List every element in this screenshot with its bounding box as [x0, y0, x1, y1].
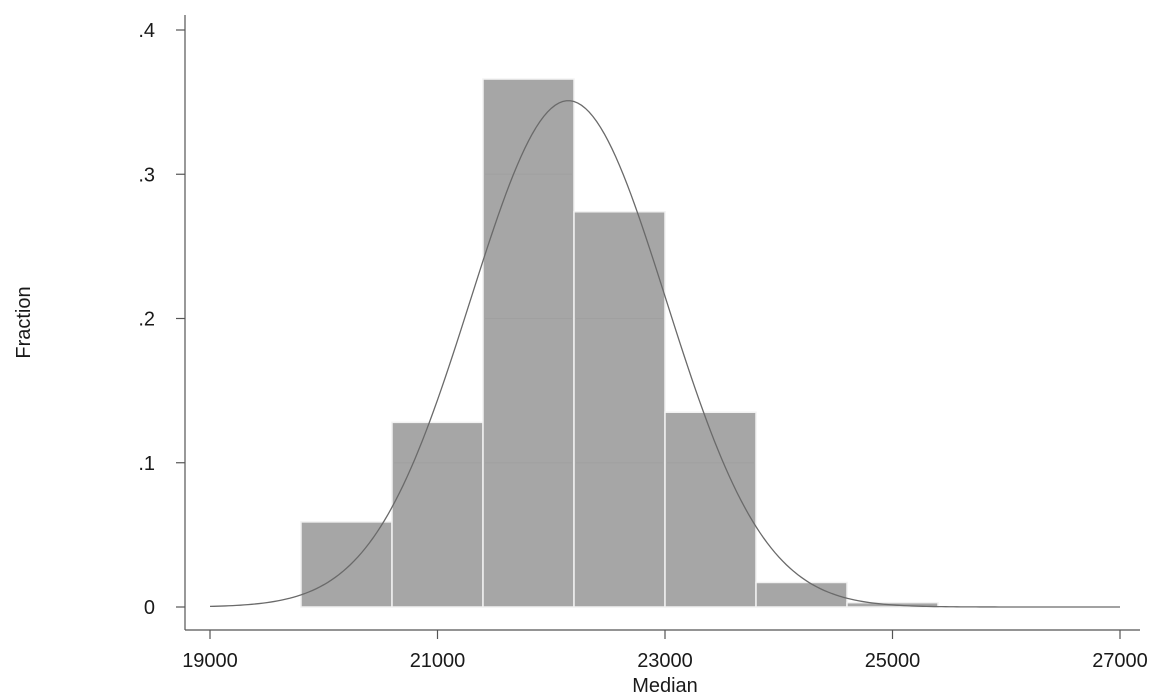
histogram-bar-0 [300, 521, 393, 608]
normal-density-curve [209, 100, 1120, 608]
x-tick-label: 25000 [865, 650, 921, 672]
y-tick-label: 0 [144, 597, 155, 619]
axes [184, 15, 1140, 631]
y-ticks: 0 .1 .2 .3 .4 [138, 20, 185, 619]
x-axis-label: Median [632, 675, 698, 697]
histogram-bar-5 [755, 581, 848, 608]
histogram-bar-3 [573, 211, 666, 608]
normal-curve-layer [209, 100, 1120, 608]
histogram-bar-2 [482, 78, 575, 608]
x-tick-label: 23000 [637, 650, 693, 672]
y-tick-label: .4 [138, 20, 155, 42]
y-tick-label: .2 [138, 309, 155, 331]
x-tick-label: 21000 [410, 650, 466, 672]
y-tick-label: .3 [138, 164, 155, 186]
x-tick-label: 19000 [182, 650, 238, 672]
y-tick-label: .1 [138, 453, 155, 475]
y-axis-label: Fraction [13, 286, 35, 358]
x-ticks: 19000 21000 23000 25000 27000 [182, 630, 1148, 672]
x-tick-label: 27000 [1092, 650, 1148, 672]
histogram-bar-4 [664, 411, 757, 608]
histogram-bar-1 [391, 421, 484, 608]
histogram-bars [300, 78, 939, 608]
